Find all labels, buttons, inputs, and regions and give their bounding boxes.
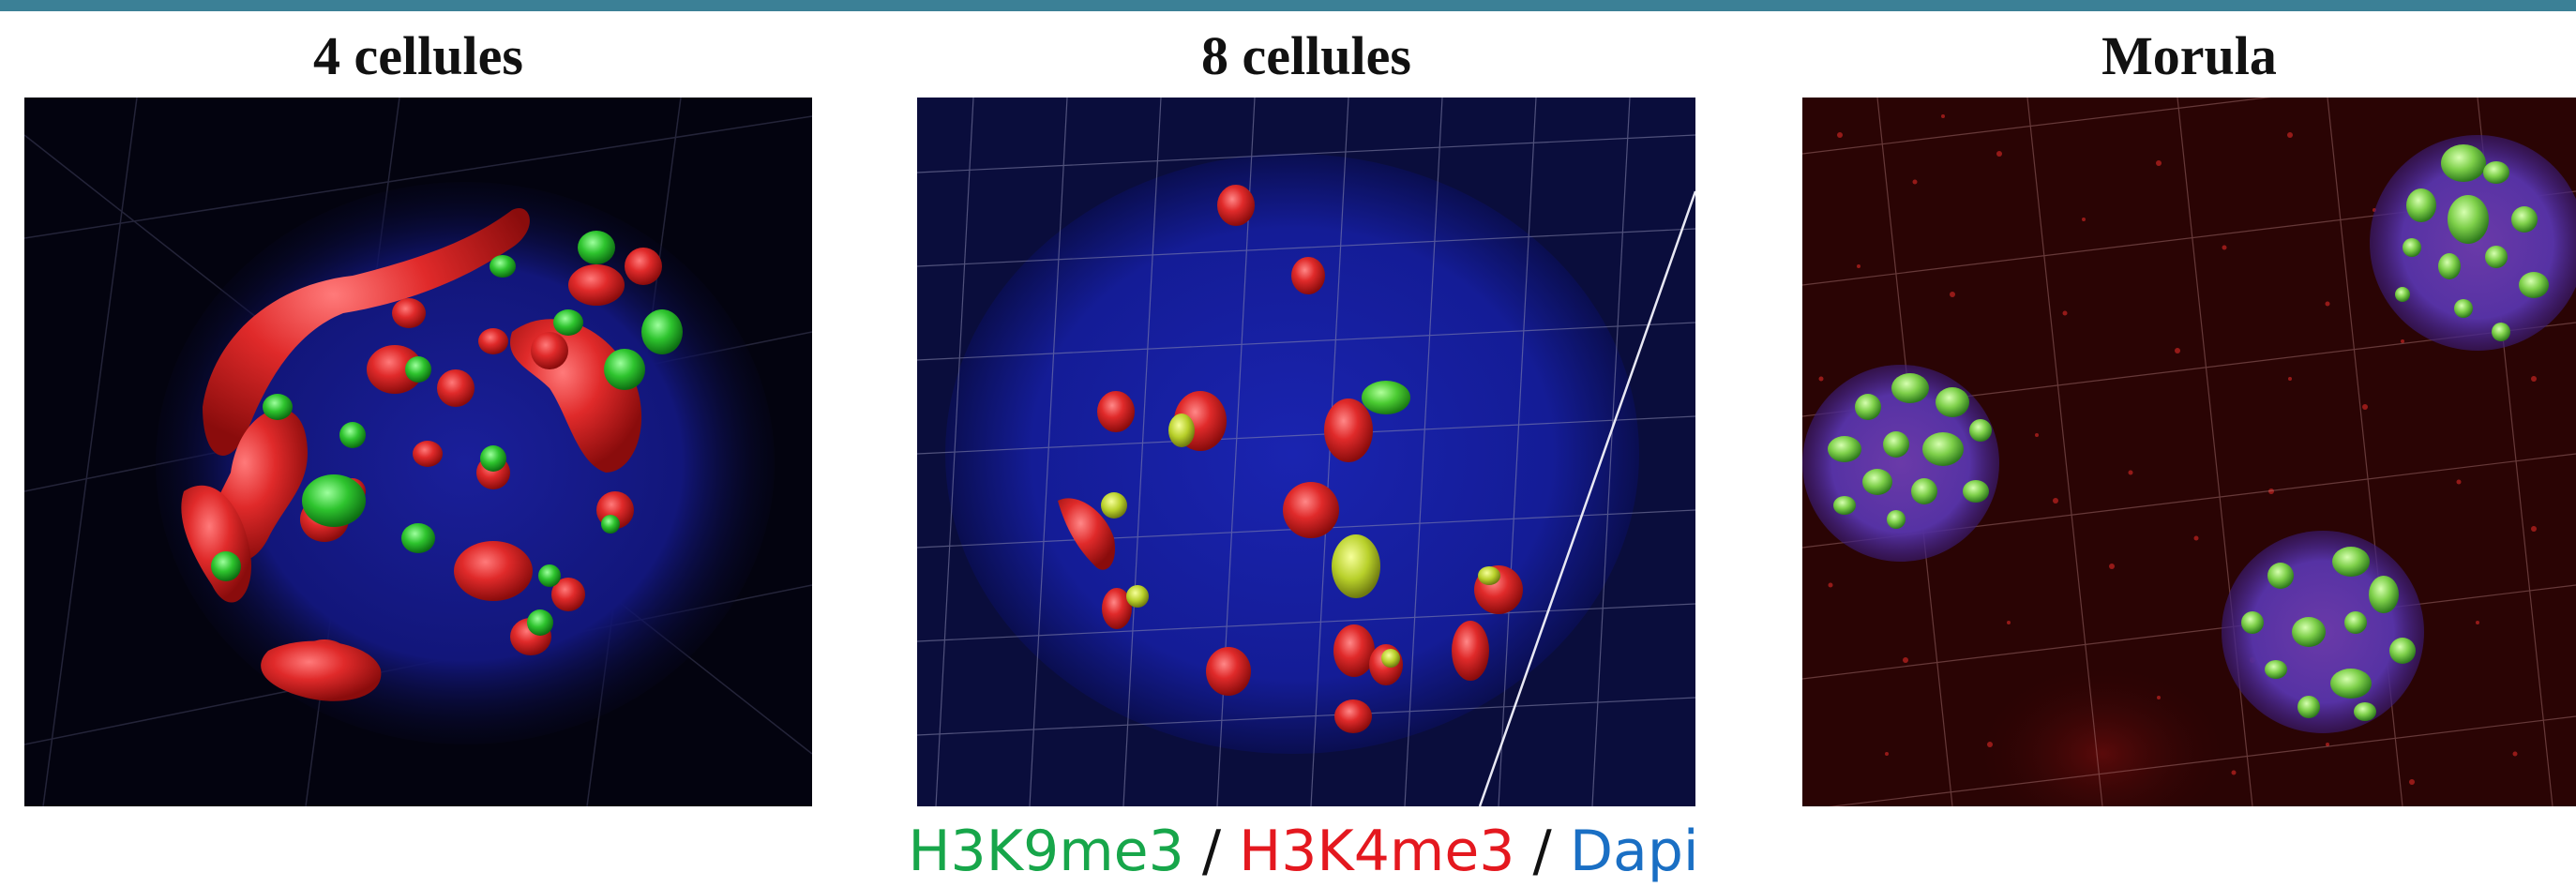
legend-dapi: Dapi xyxy=(1569,819,1699,884)
microscopy-image-8-cells xyxy=(917,98,1695,806)
legend-separator: / xyxy=(1183,819,1240,884)
microscopy-image-morula xyxy=(1802,98,2576,806)
legend-h3k9me3: H3K9me3 xyxy=(908,819,1184,884)
channel-legend: H3K9me3 / H3K4me3 / Dapi xyxy=(750,816,1857,887)
panel-title-morula: Morula xyxy=(2101,25,2277,86)
panel-title-4-cells: 4 cellules xyxy=(313,25,523,86)
legend-separator: / xyxy=(1514,819,1570,884)
microscopy-image-4-cells xyxy=(24,98,812,806)
header-bar xyxy=(0,0,2576,11)
legend-h3k4me3: H3K4me3 xyxy=(1239,819,1515,884)
panel-title-8-cells: 8 cellules xyxy=(1201,25,1411,86)
